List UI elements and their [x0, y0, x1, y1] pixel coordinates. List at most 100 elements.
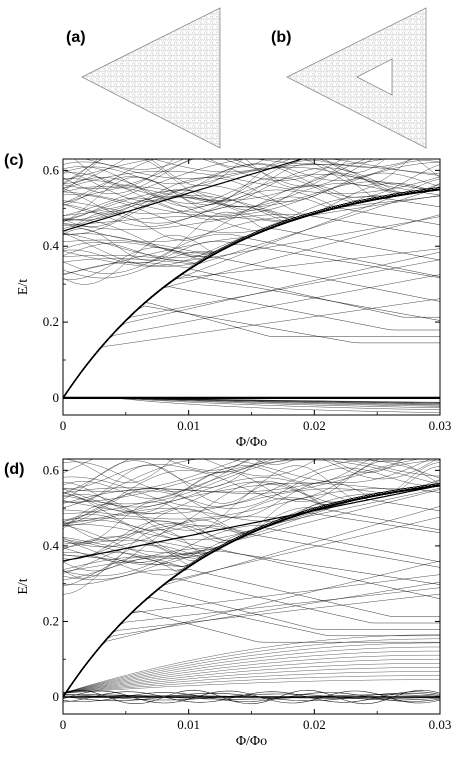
upper-band-level [63, 159, 411, 223]
upper-band-level [63, 159, 386, 181]
rising-low-level [63, 667, 440, 694]
triangle-flake-a [81, 7, 221, 149]
triangle-ring-flake-b [286, 7, 427, 149]
upper-band-level [63, 170, 440, 194]
near-zero-level [63, 692, 440, 702]
upper-band-level [63, 159, 343, 206]
upper-band-level [63, 159, 386, 192]
upper-band-level [63, 481, 440, 524]
upper-band-level [63, 459, 438, 492]
rising-level [63, 560, 440, 698]
upper-band-level [63, 482, 440, 525]
upper-band-level [63, 459, 268, 490]
rising-level [63, 251, 440, 399]
spectrum-plot-d: 0 0.01 0.02 0.03 0 0.2 0.4 0.6 Φ/Φo E/t [16, 458, 452, 749]
descending-level [63, 305, 440, 399]
energy-levels [63, 459, 440, 705]
rising-low-level [63, 654, 440, 694]
upper-band-level [63, 159, 366, 201]
descending-level [63, 274, 440, 398]
negative-level [63, 397, 440, 413]
x-tick-label: 0.03 [429, 717, 452, 732]
rising-level [63, 516, 440, 698]
descending-level [63, 198, 440, 399]
x-tick-label: 0.03 [429, 418, 452, 433]
upper-band-level [63, 172, 440, 215]
rising-level [63, 274, 440, 399]
upper-band-level [63, 163, 440, 202]
upper-envelope-level [63, 159, 304, 232]
upper-band-level [63, 459, 440, 505]
y-tick-label: 0.6 [43, 162, 60, 177]
upper-band-level [63, 159, 374, 194]
upper-band-level [152, 159, 292, 173]
rising-low-level [63, 671, 440, 694]
rising-level [63, 587, 440, 698]
upper-band-level [63, 159, 303, 185]
upper-band-level [63, 483, 440, 585]
rising-low-level [63, 675, 440, 694]
rising-level [63, 298, 440, 399]
descending-level [63, 484, 440, 698]
upper-band-level [63, 187, 440, 266]
y-tick-label: 0 [53, 689, 60, 704]
rising-level [63, 195, 440, 399]
y-axis-label: E/t [16, 279, 31, 295]
upper-band-level [63, 459, 296, 484]
rising-low-level [63, 650, 440, 694]
panel-label-a: (a) [66, 29, 86, 46]
x-tick-label: 0 [60, 418, 67, 433]
upper-band-level [63, 483, 440, 520]
descending-level [63, 188, 440, 399]
y-tick-label: 0.6 [43, 462, 60, 477]
rising-low-level [63, 658, 440, 694]
upper-band-level [63, 164, 440, 216]
near-zero-level [63, 690, 440, 704]
y-tick-label: 0.4 [43, 238, 60, 253]
upper-band-level [63, 159, 414, 189]
upper-band-level [63, 187, 440, 222]
upper-band-level [63, 161, 440, 217]
rising-level [63, 593, 440, 698]
rising-low-level [63, 663, 440, 694]
rising-level [63, 214, 440, 399]
panel-label-b: (b) [271, 29, 292, 46]
descending-level [63, 188, 440, 398]
near-zero-level [63, 689, 440, 705]
descending-level [63, 191, 440, 399]
rising-level [63, 195, 440, 399]
upper-band-level [73, 159, 440, 189]
descending-level [63, 243, 440, 399]
upper-band-level [63, 159, 440, 217]
envelope-level [63, 484, 440, 698]
x-tick-label: 0.01 [177, 717, 200, 732]
negative-level [63, 397, 440, 403]
energy-levels [63, 159, 440, 413]
descending-level [63, 549, 440, 698]
x-tick-label: 0.01 [177, 418, 200, 433]
y-tick-label: 0.2 [43, 314, 59, 329]
upper-band-level [63, 181, 440, 208]
panel-label-c: (c) [4, 152, 24, 169]
descending-level [63, 268, 440, 399]
upper-band-level [63, 159, 185, 170]
rising-level [63, 248, 440, 399]
upper-band-level [63, 160, 440, 208]
x-tick-label: 0.02 [303, 418, 326, 433]
upper-band-level [63, 459, 440, 504]
upper-band-level [63, 187, 440, 280]
upper-band-level [63, 483, 440, 514]
upper-band-level [63, 182, 440, 235]
upper-band-level [63, 459, 242, 492]
upper-band-level [63, 159, 266, 185]
x-tick-label: 0 [60, 717, 67, 732]
x-axis-label: Φ/Φo [236, 734, 267, 749]
descending-level [63, 237, 440, 398]
rising-low-level [63, 638, 440, 694]
rising-low-level [63, 642, 440, 694]
rising-low-level [63, 634, 440, 694]
x-tick-label: 0.02 [303, 717, 326, 732]
rising-low-level [63, 679, 440, 694]
upper-band-level [63, 459, 403, 500]
